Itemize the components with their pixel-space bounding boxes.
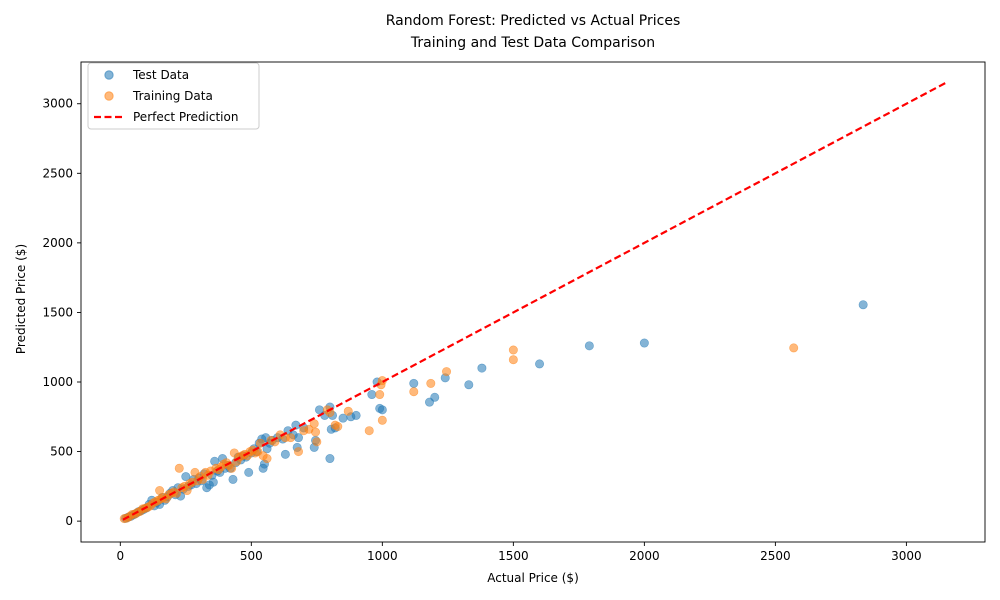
data-point bbox=[181, 472, 191, 482]
legend-entry-training-data: Training Data bbox=[104, 89, 213, 103]
y-tick-label: 2500 bbox=[42, 166, 73, 180]
data-point bbox=[409, 387, 419, 397]
plot-frame bbox=[80, 61, 986, 543]
legend-marker bbox=[104, 91, 114, 101]
data-point bbox=[228, 474, 238, 484]
x-tick-label: 1500 bbox=[498, 549, 529, 563]
data-point bbox=[333, 422, 343, 432]
data-point bbox=[174, 463, 184, 473]
data-point bbox=[508, 355, 518, 365]
data-point bbox=[351, 410, 361, 420]
legend-entry-perfect-prediction: Perfect Prediction bbox=[94, 110, 238, 124]
chart-subtitle: Training and Test Data Comparison bbox=[410, 35, 655, 51]
data-point bbox=[639, 338, 649, 348]
y-tick-label: 500 bbox=[50, 445, 73, 459]
data-point bbox=[280, 449, 290, 459]
x-tick-label: 1000 bbox=[367, 549, 398, 563]
data-point bbox=[789, 343, 799, 353]
y-tick-label: 0 bbox=[65, 514, 73, 528]
data-point bbox=[508, 345, 518, 355]
data-point bbox=[377, 415, 387, 425]
legend-marker bbox=[104, 70, 114, 80]
data-point bbox=[477, 363, 487, 373]
data-point bbox=[375, 390, 385, 400]
data-point bbox=[430, 392, 440, 402]
data-point bbox=[858, 300, 868, 310]
data-point bbox=[244, 467, 254, 477]
data-point bbox=[311, 427, 321, 437]
data-point bbox=[338, 413, 348, 423]
x-tick-label: 2500 bbox=[760, 549, 791, 563]
data-point bbox=[464, 380, 474, 390]
x-tick-label: 2000 bbox=[629, 549, 660, 563]
data-point bbox=[262, 454, 272, 464]
x-tick-label: 0 bbox=[116, 549, 124, 563]
data-point bbox=[442, 367, 452, 377]
series-training-data bbox=[119, 343, 799, 524]
y-axis-ticks: 0 500 1000 1500 2000 2500 3000 bbox=[42, 97, 81, 528]
data-point bbox=[293, 433, 303, 443]
y-tick-label: 3000 bbox=[42, 97, 73, 111]
data-point bbox=[312, 437, 322, 447]
data-point bbox=[584, 341, 594, 351]
data-point bbox=[325, 454, 335, 464]
data-point bbox=[409, 378, 419, 388]
legend: Test Data Training Data Perfect Prediction bbox=[87, 62, 260, 130]
y-axis-label: Predicted Price ($) bbox=[14, 244, 28, 354]
x-axis-ticks: 0 500 1000 1500 2000 2500 3000 bbox=[116, 542, 922, 563]
x-tick-label: 3000 bbox=[891, 549, 922, 563]
data-point bbox=[227, 463, 237, 473]
data-point bbox=[426, 378, 436, 388]
legend-entry-test-data: Test Data bbox=[104, 68, 189, 82]
legend-box bbox=[87, 62, 260, 130]
series-test-data bbox=[121, 300, 868, 523]
data-point bbox=[286, 433, 296, 443]
x-tick-label: 500 bbox=[240, 549, 263, 563]
legend-label: Training Data bbox=[132, 89, 213, 103]
data-point bbox=[367, 390, 377, 400]
data-point bbox=[364, 426, 374, 436]
y-tick-label: 1000 bbox=[42, 375, 73, 389]
legend-label: Test Data bbox=[132, 68, 189, 82]
legend-label: Perfect Prediction bbox=[133, 110, 238, 124]
y-tick-label: 1500 bbox=[42, 305, 73, 319]
data-point bbox=[343, 406, 353, 416]
x-axis-label: Actual Price ($) bbox=[487, 571, 579, 585]
data-point bbox=[208, 477, 218, 487]
plot-area bbox=[80, 61, 986, 543]
chart-title: Random Forest: Predicted vs Actual Price… bbox=[386, 13, 681, 29]
data-point bbox=[535, 359, 545, 369]
perfect-prediction-line bbox=[122, 81, 947, 521]
data-point bbox=[377, 405, 387, 415]
data-point bbox=[293, 447, 303, 457]
y-tick-label: 2000 bbox=[42, 236, 73, 250]
